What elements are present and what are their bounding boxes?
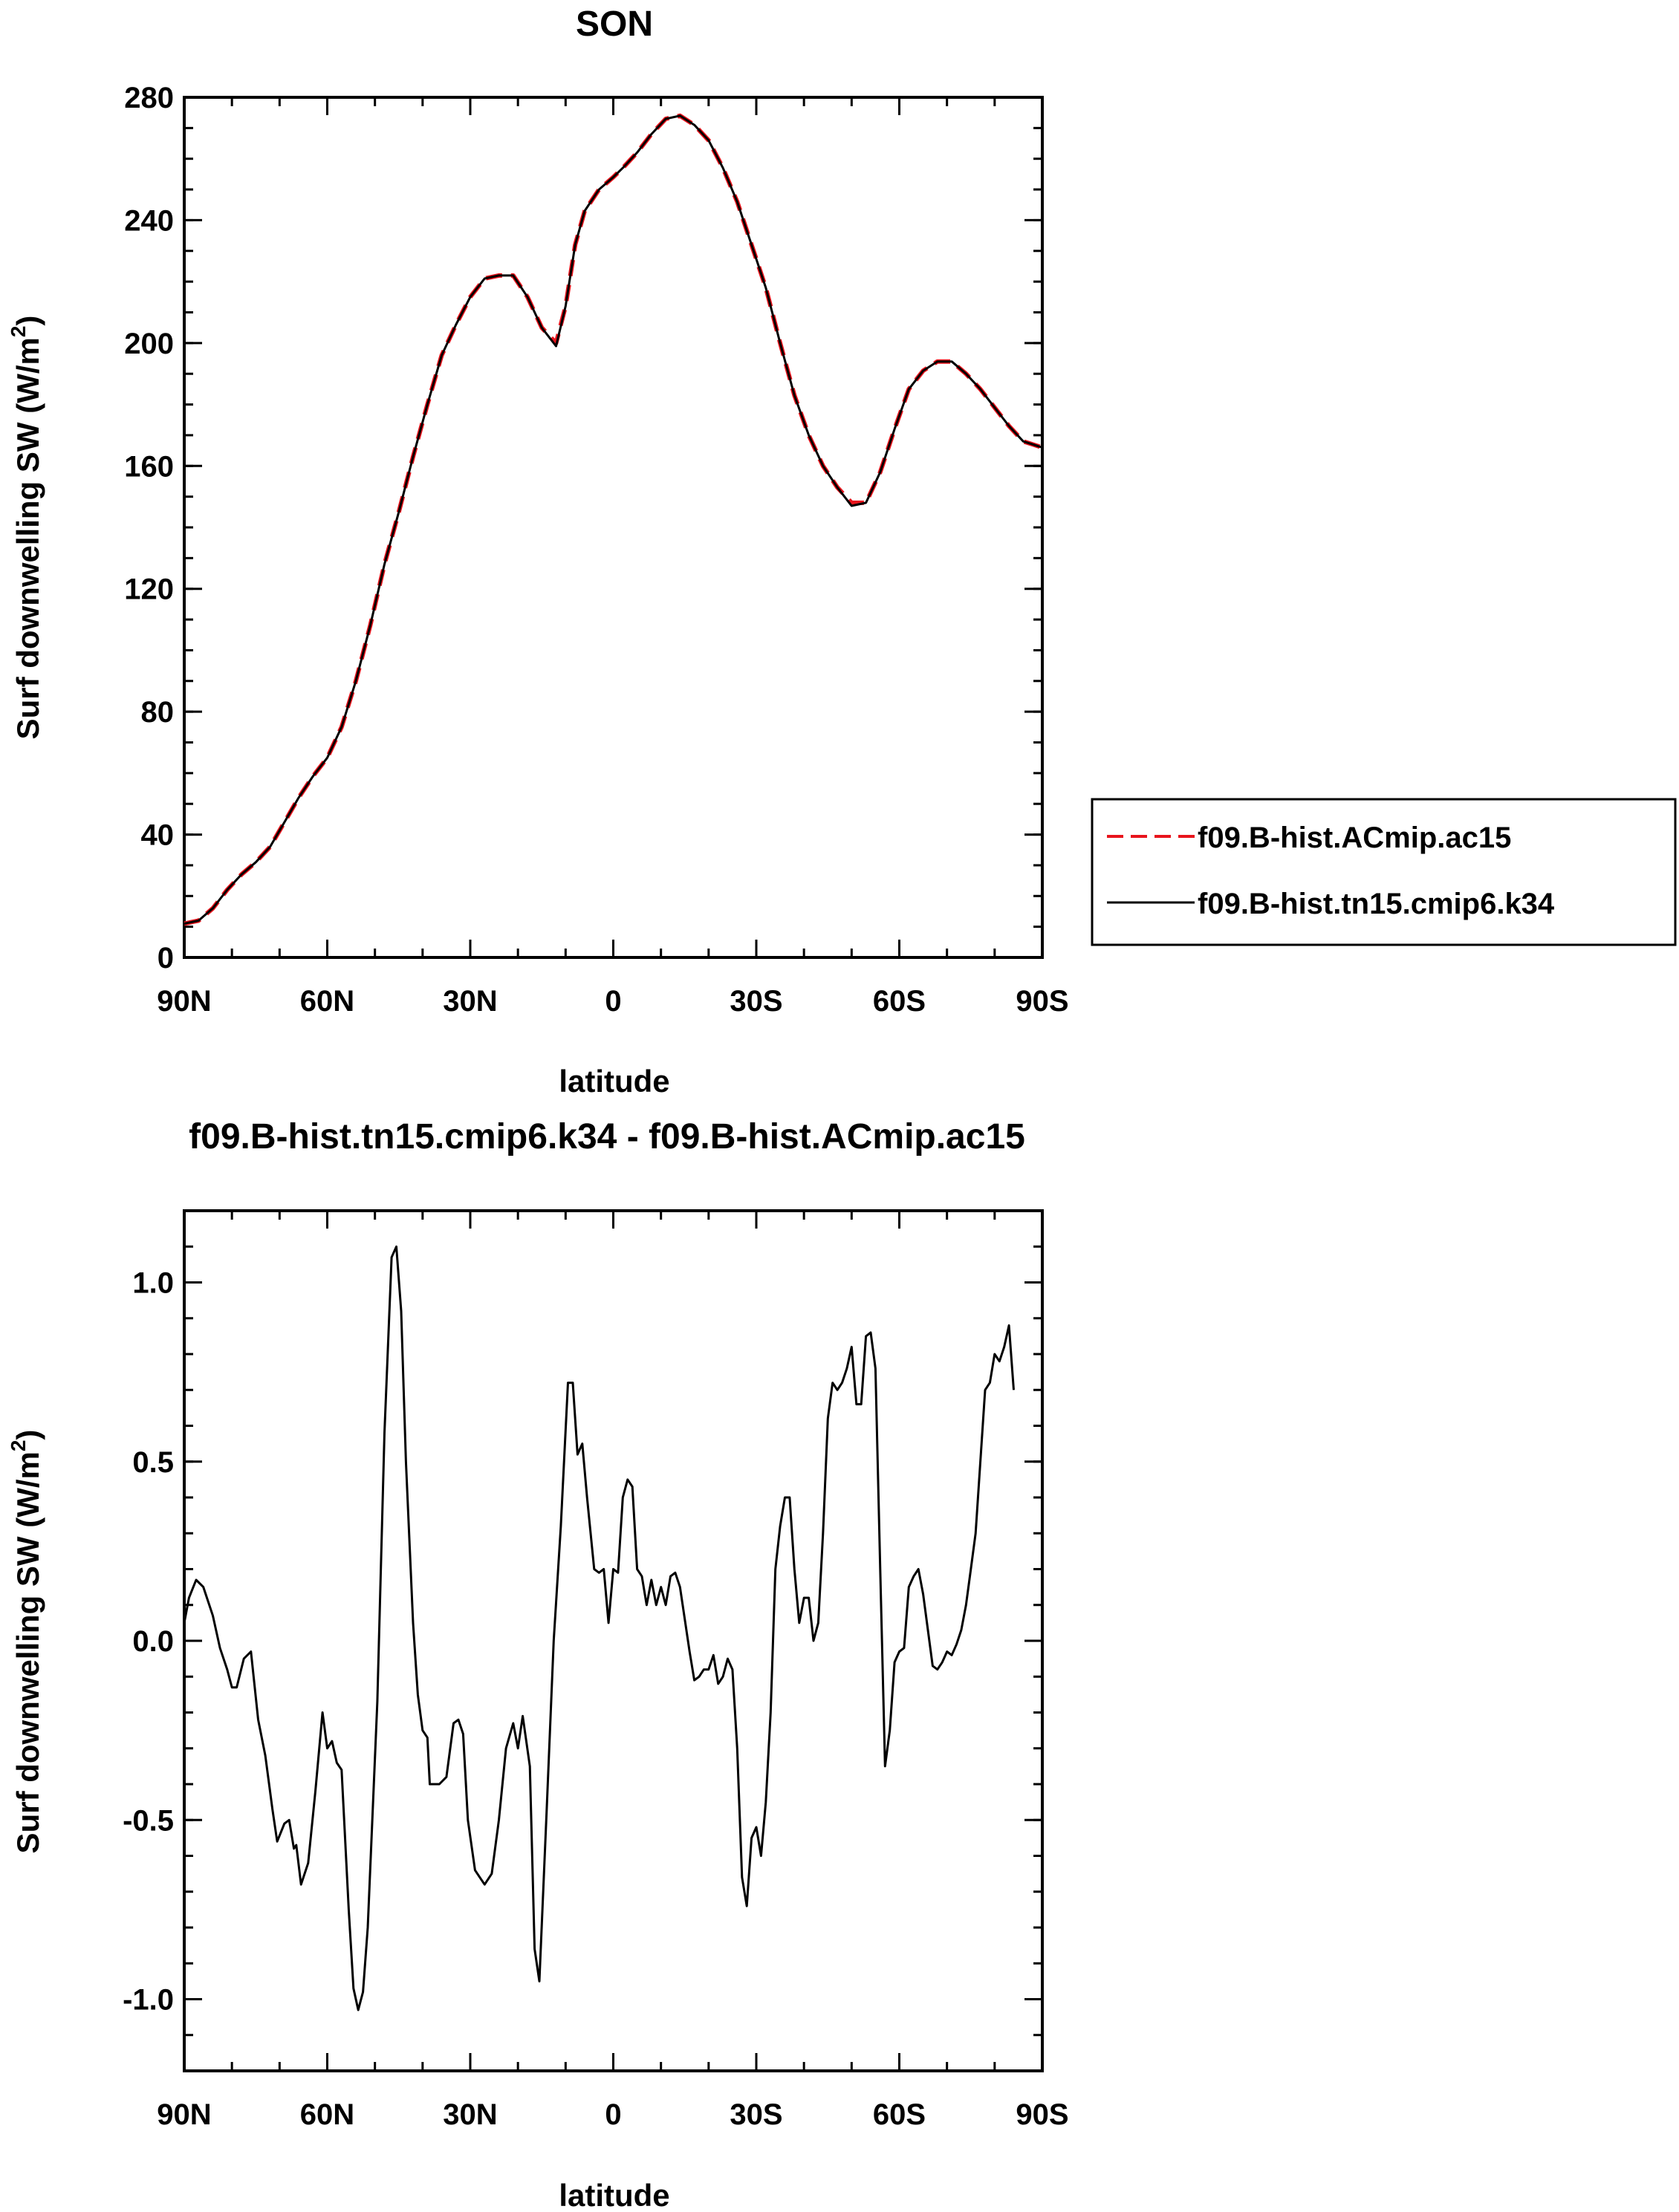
chart-1-y-tick-label: -0.5 <box>123 1804 174 1837</box>
legend-label-ac15: f09.B-hist.ACmip.ac15 <box>1198 822 1511 854</box>
bottom-plot-frame <box>183 1209 1044 2072</box>
chart-1-y-tick-label: 0.0 <box>132 1625 174 1658</box>
bottom-chart-title: f09.B-hist.tn15.cmip6.k34 - f09.B-hist.A… <box>189 1117 1025 1157</box>
chart-0-series-0-line <box>184 113 1043 926</box>
chart-0-y-tick-label: 120 <box>124 573 174 606</box>
chart-1-x-tick-label: 30S <box>730 2098 782 2131</box>
top-ticks: 90N 60N 30N 0 30S 60S 90S 0 40 80 120 160 200 240 280 <box>124 82 1068 1018</box>
chart-0-y-tick-label: 80 <box>141 696 175 729</box>
chart-1-x-tick-label: 60S <box>873 2098 926 2131</box>
chart-1-series-0-line <box>183 1245 1015 2011</box>
top-chart-title: SON <box>576 4 653 44</box>
legend: f09.B-hist.ACmip.ac15 f09.B-hist.tn15.cm… <box>1091 798 1677 946</box>
chart-1-x-tick-label: 90N <box>157 2098 211 2131</box>
chart-0-y-tick-label: 280 <box>124 82 174 114</box>
chart-0-x-tick-label: 0 <box>605 985 621 1018</box>
chart-1-x-tick-label: 90S <box>1016 2098 1068 2131</box>
chart-0-y-tick-label: 0 <box>157 942 174 975</box>
chart-0-x-tick-label: 90S <box>1016 985 1068 1018</box>
bottom-series-lines <box>183 1245 1015 2011</box>
chart-0-series-1-line <box>184 114 1043 925</box>
top-series-lines <box>184 113 1043 926</box>
chart-0-y-tick-label: 40 <box>141 819 175 852</box>
chart-0-y-tick-label: 160 <box>124 450 174 483</box>
top-plot-frame <box>183 96 1044 959</box>
chart-0-x-tick-label: 90N <box>157 985 211 1018</box>
chart-1-y-tick-label: 1.0 <box>132 1267 174 1300</box>
chart-1-x-tick-label: 60N <box>300 2098 354 2131</box>
chart-0-x-tick-label: 60N <box>300 985 354 1018</box>
chart-0-x-tick-label: 30N <box>443 985 497 1018</box>
top-chart: SON 90N 60N 30N 0 30S 60S 90S 0 40 80 120 160 200 240… <box>7 4 1069 1099</box>
chart-0-x-tick-label: 60S <box>873 985 926 1018</box>
bottom-x-axis-label: latitude <box>559 2178 669 2212</box>
bottom-ticks: 90N 60N 30N 0 30S 60S 90S 1.0 0.5 0.0 -0.5 -1.0 <box>123 1209 1069 2131</box>
chart-0-x-tick-label: 30S <box>730 985 782 1018</box>
legend-box <box>1091 798 1677 946</box>
bottom-chart: f09.B-hist.tn15.cmip6.k34 - f09.B-hist.A… <box>7 1117 1069 2212</box>
bottom-y-axis-label: Surf downwelling SW (W/m2) <box>7 1430 45 1854</box>
chart-1-x-tick-label: 30N <box>443 2098 497 2131</box>
chart-0-y-tick-label: 240 <box>124 204 174 237</box>
chart-0-y-tick-label: 200 <box>124 328 174 360</box>
top-x-axis-label: latitude <box>559 1064 669 1099</box>
chart-1-y-tick-label: 0.5 <box>132 1446 174 1479</box>
chart-1-y-tick-label: -1.0 <box>123 1984 174 2017</box>
legend-label-k34: f09.B-hist.tn15.cmip6.k34 <box>1198 888 1555 920</box>
top-y-axis-label: Surf downwelling SW (W/m2) <box>7 316 45 740</box>
chart-1-x-tick-label: 0 <box>605 2098 621 2131</box>
